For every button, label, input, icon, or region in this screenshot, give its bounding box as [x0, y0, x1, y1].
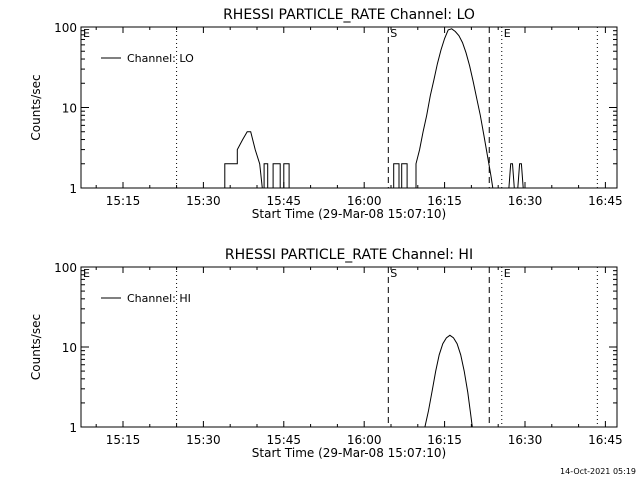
x-axis-label: Start Time (29-Mar-08 15:07:10)	[252, 446, 446, 460]
edge-marker-label: E	[83, 27, 90, 40]
time-marker-label: E	[504, 267, 511, 280]
time-marker-label: E	[504, 27, 511, 40]
x-tick-label: 16:30	[508, 194, 543, 208]
x-tick-label: 16:45	[588, 194, 623, 208]
edge-marker-label: E	[83, 267, 90, 280]
legend-entry: Channel: HI	[127, 292, 191, 305]
legend-entry: Channel: LO	[127, 52, 194, 65]
time-marker-label: S	[390, 267, 397, 280]
x-tick-label: 15:45	[266, 433, 301, 447]
chart-title: RHESSI PARTICLE_RATE Channel: LO	[223, 7, 475, 23]
x-tick-label: 16:45	[588, 433, 623, 447]
x-tick-label: 15:30	[186, 194, 221, 208]
series-line	[219, 131, 290, 189]
y-tick-label: 10	[62, 341, 77, 355]
y-tick-label: 100	[54, 21, 77, 35]
x-tick-label: 15:15	[106, 433, 141, 447]
x-axis-label: Start Time (29-Mar-08 15:07:10)	[252, 207, 446, 221]
x-tick-label: 16:15	[427, 194, 462, 208]
x-tick-label: 15:15	[106, 194, 141, 208]
series-line	[415, 28, 494, 189]
chart-panel-2: RHESSI PARTICLE_RATE Channel: HI 15:15 15:…	[29, 247, 623, 460]
y-axis-label: Counts/sec	[29, 314, 43, 380]
x-tick-label: 16:00	[347, 433, 382, 447]
x-tick-label: 16:15	[427, 433, 462, 447]
chart-panel-1: RHESSI PARTICLE_RATE Channel: LO 15:15 15:…	[29, 7, 623, 221]
chart-title: RHESSI PARTICLE_RATE Channel: HI	[225, 247, 473, 263]
x-tick-label: 15:30	[186, 433, 221, 447]
x-tick-label: 15:45	[266, 194, 301, 208]
y-tick-label: 10	[62, 102, 77, 116]
y-axis-label: Counts/sec	[29, 74, 43, 140]
series-line	[391, 163, 408, 189]
series-line	[424, 334, 473, 428]
time-marker-label: S	[390, 27, 397, 40]
generation-timestamp: 14-Oct-2021 05:19	[560, 467, 636, 476]
y-tick-label: 100	[54, 261, 77, 275]
y-tick-label: 1	[69, 421, 77, 435]
x-tick-label: 16:30	[508, 433, 543, 447]
y-tick-label: 1	[69, 182, 77, 196]
plot-frame	[80, 266, 618, 428]
series-line	[508, 163, 524, 189]
x-tick-label: 16:00	[347, 194, 382, 208]
